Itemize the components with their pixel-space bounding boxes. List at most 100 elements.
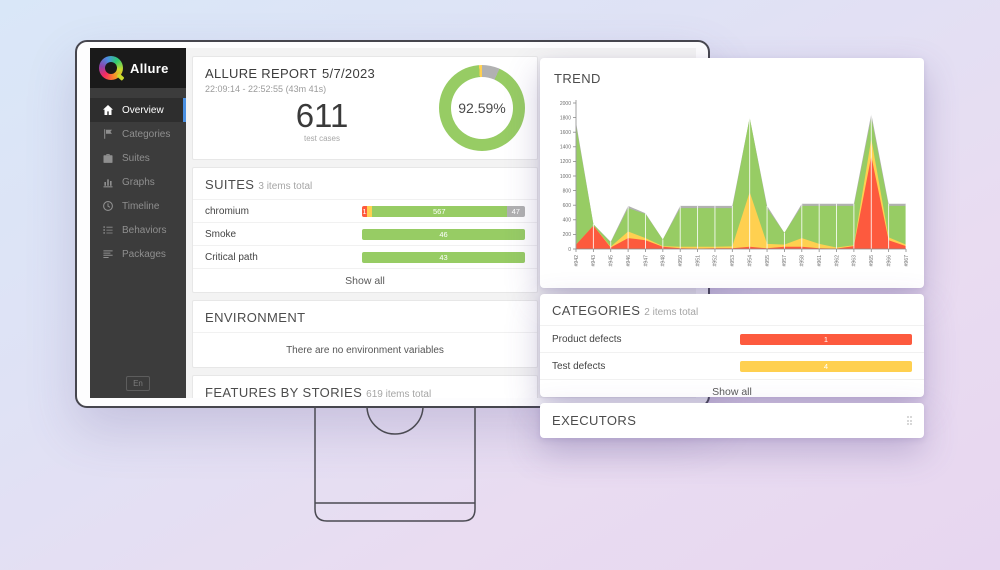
categories-widget: CATEGORIES 2 items total Product defects 1… [540,294,924,398]
environment-title: ENVIRONMENT [205,310,306,325]
suites-show-all-link[interactable]: Show all [193,268,537,292]
main-content: ALLURE REPORT 5/7/2023 22:09:14 - 22:52:5… [186,48,696,398]
category-row[interactable]: Test defects 4 [540,352,924,379]
executors-title: EXECUTORS [552,413,637,428]
category-row[interactable]: Product defects 1 [540,325,924,352]
trend-x-tick-label: #953 [730,255,736,267]
suite-label: Smoke [205,228,237,240]
sidebar-item-behaviors[interactable]: Behaviors [90,218,186,242]
bar-segment-skipped: 47 [506,205,525,217]
executors-widget: EXECUTORS [540,403,924,438]
suite-label: Critical path [205,251,258,263]
sidebar-nav: Overview Categories Suites Graphs Timeline Be… [90,98,186,266]
suite-status-bar: 1 567 47 [362,205,525,217]
suite-status-bar: 46 [362,228,525,240]
trend-y-tick-label: 2000 [560,101,571,107]
trend-y-tick-label: 800 [563,188,572,194]
environment-card: ENVIRONMENT There are no environment var… [192,300,538,368]
trend-y-tick-label: 1800 [560,115,571,121]
trend-y-tick-label: 0 [568,247,571,253]
trend-y-tick-label: 1400 [560,145,571,151]
trend-x-tick-label: #963 [852,255,858,267]
trend-x-tick-label: #950 [678,255,684,267]
trend-y-tick-label: 400 [563,218,572,224]
success-rate-donut-chart[interactable]: 92.59% [439,65,525,151]
trend-x-tick-label: #948 [661,255,667,267]
trend-x-tick-label: #966 [886,255,892,267]
bar-chart-icon [103,179,113,188]
categories-header: CATEGORIES 2 items total [540,294,924,325]
category-label: Test defects [552,360,606,372]
category-label: Product defects [552,333,622,345]
categories-subtitle: 2 items total [644,307,699,318]
trend-title: TREND [554,71,601,86]
trend-x-tick-label: #943 [591,255,597,267]
sidebar-item-packages[interactable]: Packages [90,242,186,266]
trend-y-tick-label: 200 [563,232,572,238]
report-title: ALLURE REPORT 5/7/2023 [205,66,439,81]
suite-row[interactable]: Smoke 46 [193,222,537,245]
bar-segment-passed: 567 [372,205,507,217]
sidebar-item-label: Timeline [122,200,160,212]
clock-icon [103,201,113,211]
logo-strip[interactable]: Allure [90,48,186,88]
suite-row[interactable]: chromium 1 567 47 [193,199,537,222]
suite-row[interactable]: Critical path 43 [193,245,537,268]
bar-segment-passed: 43 [362,251,525,263]
trend-y-tick-label: 1200 [560,159,571,165]
trend-x-tick-label: #952 [713,255,719,267]
sidebar-item-suites[interactable]: Suites [90,146,186,170]
report-title-text: ALLURE REPORT [205,66,318,81]
trend-x-tick-label: #945 [609,255,615,267]
environment-empty-message: There are no environment variables [193,332,537,367]
align-lines-icon [103,250,113,258]
categories-title: CATEGORIES [552,303,641,318]
suites-header: SUITES 3 items total [193,168,537,199]
suite-label: chromium [205,205,249,217]
sidebar-item-graphs[interactable]: Graphs [90,170,186,194]
bar-segment-broken: 4 [740,360,912,372]
bar-segment-failed: 1 [740,333,912,345]
suite-status-bar: 43 [362,251,525,263]
trend-x-tick-label: #967 [904,255,910,267]
trend-y-tick-label: 1600 [560,130,571,136]
trend-x-tick-label: #951 [695,255,701,267]
trend-x-tick-label: #961 [817,255,823,267]
categories-rows: Product defects 1 Test defects 4 [540,325,924,379]
trend-header: TREND [542,62,922,93]
sidebar-item-categories[interactable]: Categories [90,122,186,146]
trend-widget: TREND 0 200 400 600 800 1000 1200 1400 1600 1800 2… [540,58,924,288]
logo-text: Allure [130,60,169,76]
total-tests-count: 611 [295,97,349,134]
environment-header: ENVIRONMENT [193,301,537,332]
categories-show-all-link[interactable]: Show all [540,379,924,403]
sidebar-item-label: Behaviors [122,224,167,236]
sidebar: Allure Overview Categories Suites Graphs Tim… [90,48,186,398]
bar-segment-passed: 46 [362,228,525,240]
trend-x-tick-label: #965 [869,255,875,267]
trend-x-tick-label: #946 [626,255,632,267]
sidebar-item-overview[interactable]: Overview [90,98,186,122]
sidebar-item-label: Categories [122,128,171,140]
trend-x-tick-label: #942 [574,255,580,267]
bar-segment-broken [367,205,372,217]
monitor-stand [314,405,476,522]
suites-card: SUITES 3 items total chromium 1 567 47 Smoke 4… [192,167,538,293]
drag-handle-icon[interactable] [906,416,912,425]
language-button[interactable]: En [126,376,150,391]
features-title: FEATURES BY STORIES [205,385,363,398]
trend-area-chart: 0 200 400 600 800 1000 1200 1400 1600 1800 2000 #94… [560,100,910,267]
sidebar-item-label: Graphs [122,176,155,188]
sidebar-item-timeline[interactable]: Timeline [90,194,186,218]
trend-x-tick-label: #958 [800,255,806,267]
trend-y-tick-label: 600 [563,203,572,209]
report-summary-card: ALLURE REPORT 5/7/2023 22:09:14 - 22:52:5… [192,56,538,160]
allure-app-window: Allure Overview Categories Suites Graphs Tim… [90,48,696,398]
sidebar-item-label: Packages [122,248,166,260]
report-date: 5/7/2023 [322,66,376,81]
total-tests-label: test cases [303,134,340,143]
suites-rows: chromium 1 567 47 Smoke 46 Critical path 43 [193,199,537,268]
trend-x-tick-label: #957 [782,255,788,267]
features-header: FEATURES BY STORIES 619 items total [193,376,537,398]
